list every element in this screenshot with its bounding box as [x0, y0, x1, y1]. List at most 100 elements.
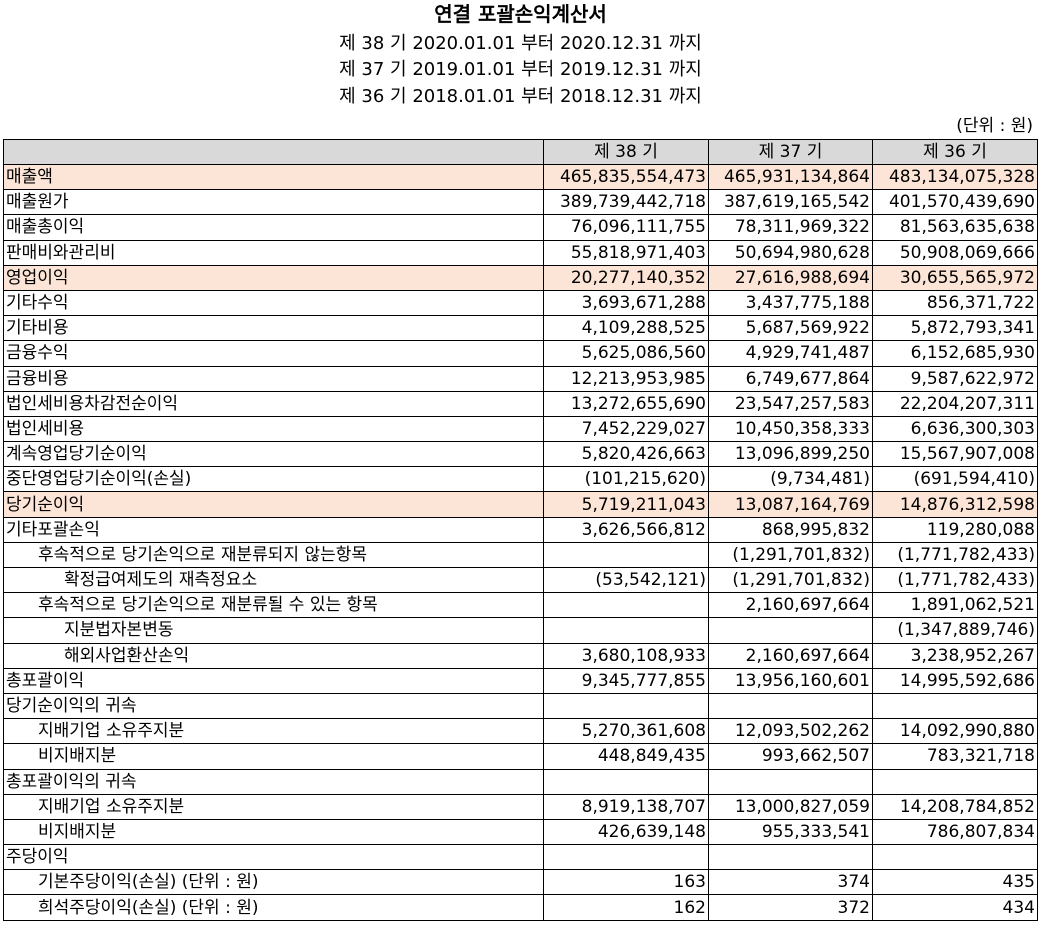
value-cell: 401,570,439,690: [872, 189, 1038, 216]
row-label: 당기순이익: [3, 491, 544, 518]
statement-title: 연결 포괄손익계산서: [434, 2, 607, 26]
row-label: 해외사업환산손익: [3, 642, 544, 669]
table-row: 총포괄이익 9,345,777,855 13,956,160,601 14,995,5…: [3, 667, 1038, 694]
value-cell: 5,625,086,560: [543, 340, 709, 367]
value-cell: 4,929,741,487: [708, 340, 873, 367]
row-label: 총포괄이익: [3, 667, 544, 694]
value-cell: [543, 844, 709, 871]
value-cell: [708, 617, 873, 644]
value-cell: 434: [872, 894, 1038, 921]
period-line-37: 제 37 기 2019.01.01 부터 2019.12.31 까지: [339, 59, 702, 80]
row-label: 법인세비용: [3, 415, 544, 443]
row-label: 주당이익: [3, 844, 544, 871]
row-label: 비지배지분: [3, 818, 544, 846]
value-cell: 14,995,592,686: [872, 667, 1038, 694]
value-cell: 13,000,827,059: [708, 793, 873, 820]
table-row: 매출원가 389,739,442,718 387,619,165,542 401,57…: [3, 189, 1038, 216]
table-row: 매출총이익 76,096,111,755 78,311,969,322 81,563,…: [3, 214, 1038, 241]
value-cell: [543, 592, 709, 619]
table-row: 비지배지분 448,849,435 993,662,507 783,321,718: [3, 743, 1038, 770]
table-row: 법인세비용 7,452,229,027 10,450,358,333 6,636,30…: [3, 415, 1038, 443]
header-period-36: 제 36 기: [872, 139, 1038, 165]
value-cell: 13,272,655,690: [543, 390, 709, 417]
table-row: 주당이익: [3, 844, 1038, 871]
value-cell: (691,594,410): [872, 466, 1038, 493]
row-label: 지배기업 소유주지분: [3, 718, 544, 745]
table-row: 법인세비용차감전순이익 13,272,655,690 23,547,257,583 2…: [3, 390, 1038, 417]
table-row: 당기순이익 5,719,211,043 13,087,164,769 14,876,3…: [3, 491, 1038, 518]
value-cell: 5,820,426,663: [543, 441, 709, 468]
value-cell: 163: [543, 869, 709, 896]
value-cell: 12,213,953,985: [543, 365, 709, 392]
row-label: 계속영업당기순이익: [3, 441, 544, 468]
table-row: 중단영업당기순이익(손실) (101,215,620) (9,734,481) (69…: [3, 466, 1038, 493]
row-label: 기본주당이익(손실) (단위 : 원): [3, 869, 544, 896]
row-label: 금융비용: [3, 365, 544, 392]
value-cell: 1,891,062,521: [872, 592, 1038, 619]
value-cell: (53,542,121): [543, 566, 709, 594]
value-cell: 50,694,980,628: [708, 239, 873, 266]
value-cell: 14,208,784,852: [872, 793, 1038, 820]
row-label: 지분법자본변동: [3, 617, 544, 644]
header-row: 제 38 기 제 37 기 제 36 기: [3, 139, 1038, 165]
value-cell: 23,547,257,583: [708, 390, 873, 417]
table-row: 해외사업환산손익 3,680,108,933 2,160,697,664 3,238,…: [3, 642, 1038, 669]
value-cell: [708, 844, 873, 871]
value-cell: (1,291,701,832): [708, 566, 873, 594]
income-statement-table: 제 38 기 제 37 기 제 36 기 매출액 465,835,554,473 4…: [3, 139, 1038, 921]
value-cell: 3,437,775,188: [708, 289, 873, 317]
table-row: 확정급여제도의 재측정요소 (53,542,121) (1,291,701,832)…: [3, 566, 1038, 594]
value-cell: 993,662,507: [708, 743, 873, 770]
row-label: 후속적으로 당기손익으로 재분류되지 않는항목: [3, 541, 544, 569]
value-cell: 7,452,229,027: [543, 415, 709, 443]
value-cell: 435: [872, 869, 1038, 896]
row-label: 영업이익: [3, 264, 544, 291]
table-row: 판매비와관리비 55,818,971,403 50,694,980,628 50,90…: [3, 239, 1038, 266]
value-cell: 6,636,300,303: [872, 415, 1038, 443]
value-cell: 3,626,566,812: [543, 516, 709, 543]
table-row: 지배기업 소유주지분 8,919,138,707 13,000,827,059 14,…: [3, 793, 1038, 820]
value-cell: 389,739,442,718: [543, 189, 709, 216]
row-label: 희석주당이익(손실) (단위 : 원): [3, 894, 544, 921]
table-row: 영업이익 20,277,140,352 27,616,988,694 30,655,5…: [3, 264, 1038, 291]
row-label: 비지배지분: [3, 743, 544, 770]
value-cell: 22,204,207,311: [872, 390, 1038, 417]
value-cell: 465,835,554,473: [543, 163, 709, 191]
value-cell: 9,345,777,855: [543, 667, 709, 694]
table-body: 매출액 465,835,554,473 465,931,134,864 483,134…: [3, 163, 1038, 921]
table-row: 기타포괄손익 3,626,566,812 868,995,832 119,280,08…: [3, 516, 1038, 543]
value-cell: 5,872,793,341: [872, 315, 1038, 342]
value-cell: 3,693,671,288: [543, 289, 709, 317]
value-cell: 868,995,832: [708, 516, 873, 543]
period-line-38: 제 38 기 2020.01.01 부터 2020.12.31 까지: [339, 33, 702, 54]
value-cell: 5,270,361,608: [543, 718, 709, 745]
header-period-38: 제 38 기: [543, 139, 709, 165]
value-cell: 2,160,697,664: [708, 592, 873, 619]
value-cell: 13,096,899,250: [708, 441, 873, 468]
value-cell: 14,876,312,598: [872, 491, 1038, 518]
value-cell: (1,771,782,433): [872, 566, 1038, 594]
table-row: 기타비용 4,109,288,525 5,687,569,922 5,872,793,…: [3, 315, 1038, 342]
value-cell: 448,849,435: [543, 743, 709, 770]
row-label: 기타수익: [3, 289, 544, 317]
unit-label: (단위 : 원): [956, 116, 1033, 136]
value-cell: [708, 768, 873, 795]
value-cell: [543, 541, 709, 569]
row-label: 매출총이익: [3, 214, 544, 241]
table-row: 금융비용 12,213,953,985 6,749,677,864 9,587,622…: [3, 365, 1038, 392]
row-label: 기타포괄손익: [3, 516, 544, 543]
value-cell: 14,092,990,880: [872, 718, 1038, 745]
row-label: 매출원가: [3, 189, 544, 216]
table-row: 지분법자본변동 (1,347,889,746): [3, 617, 1038, 644]
value-cell: 78,311,969,322: [708, 214, 873, 241]
value-cell: (1,291,701,832): [708, 541, 873, 569]
value-cell: 374: [708, 869, 873, 896]
table-row: 비지배지분 426,639,148 955,333,541 786,807,834: [3, 818, 1038, 846]
value-cell: (101,215,620): [543, 466, 709, 493]
value-cell: 426,639,148: [543, 818, 709, 846]
value-cell: [872, 692, 1038, 720]
table-row: 계속영업당기순이익 5,820,426,663 13,096,899,250 15,5…: [3, 441, 1038, 468]
value-cell: 4,109,288,525: [543, 315, 709, 342]
value-cell: 27,616,988,694: [708, 264, 873, 291]
row-label: 당기순이익의 귀속: [3, 692, 544, 720]
